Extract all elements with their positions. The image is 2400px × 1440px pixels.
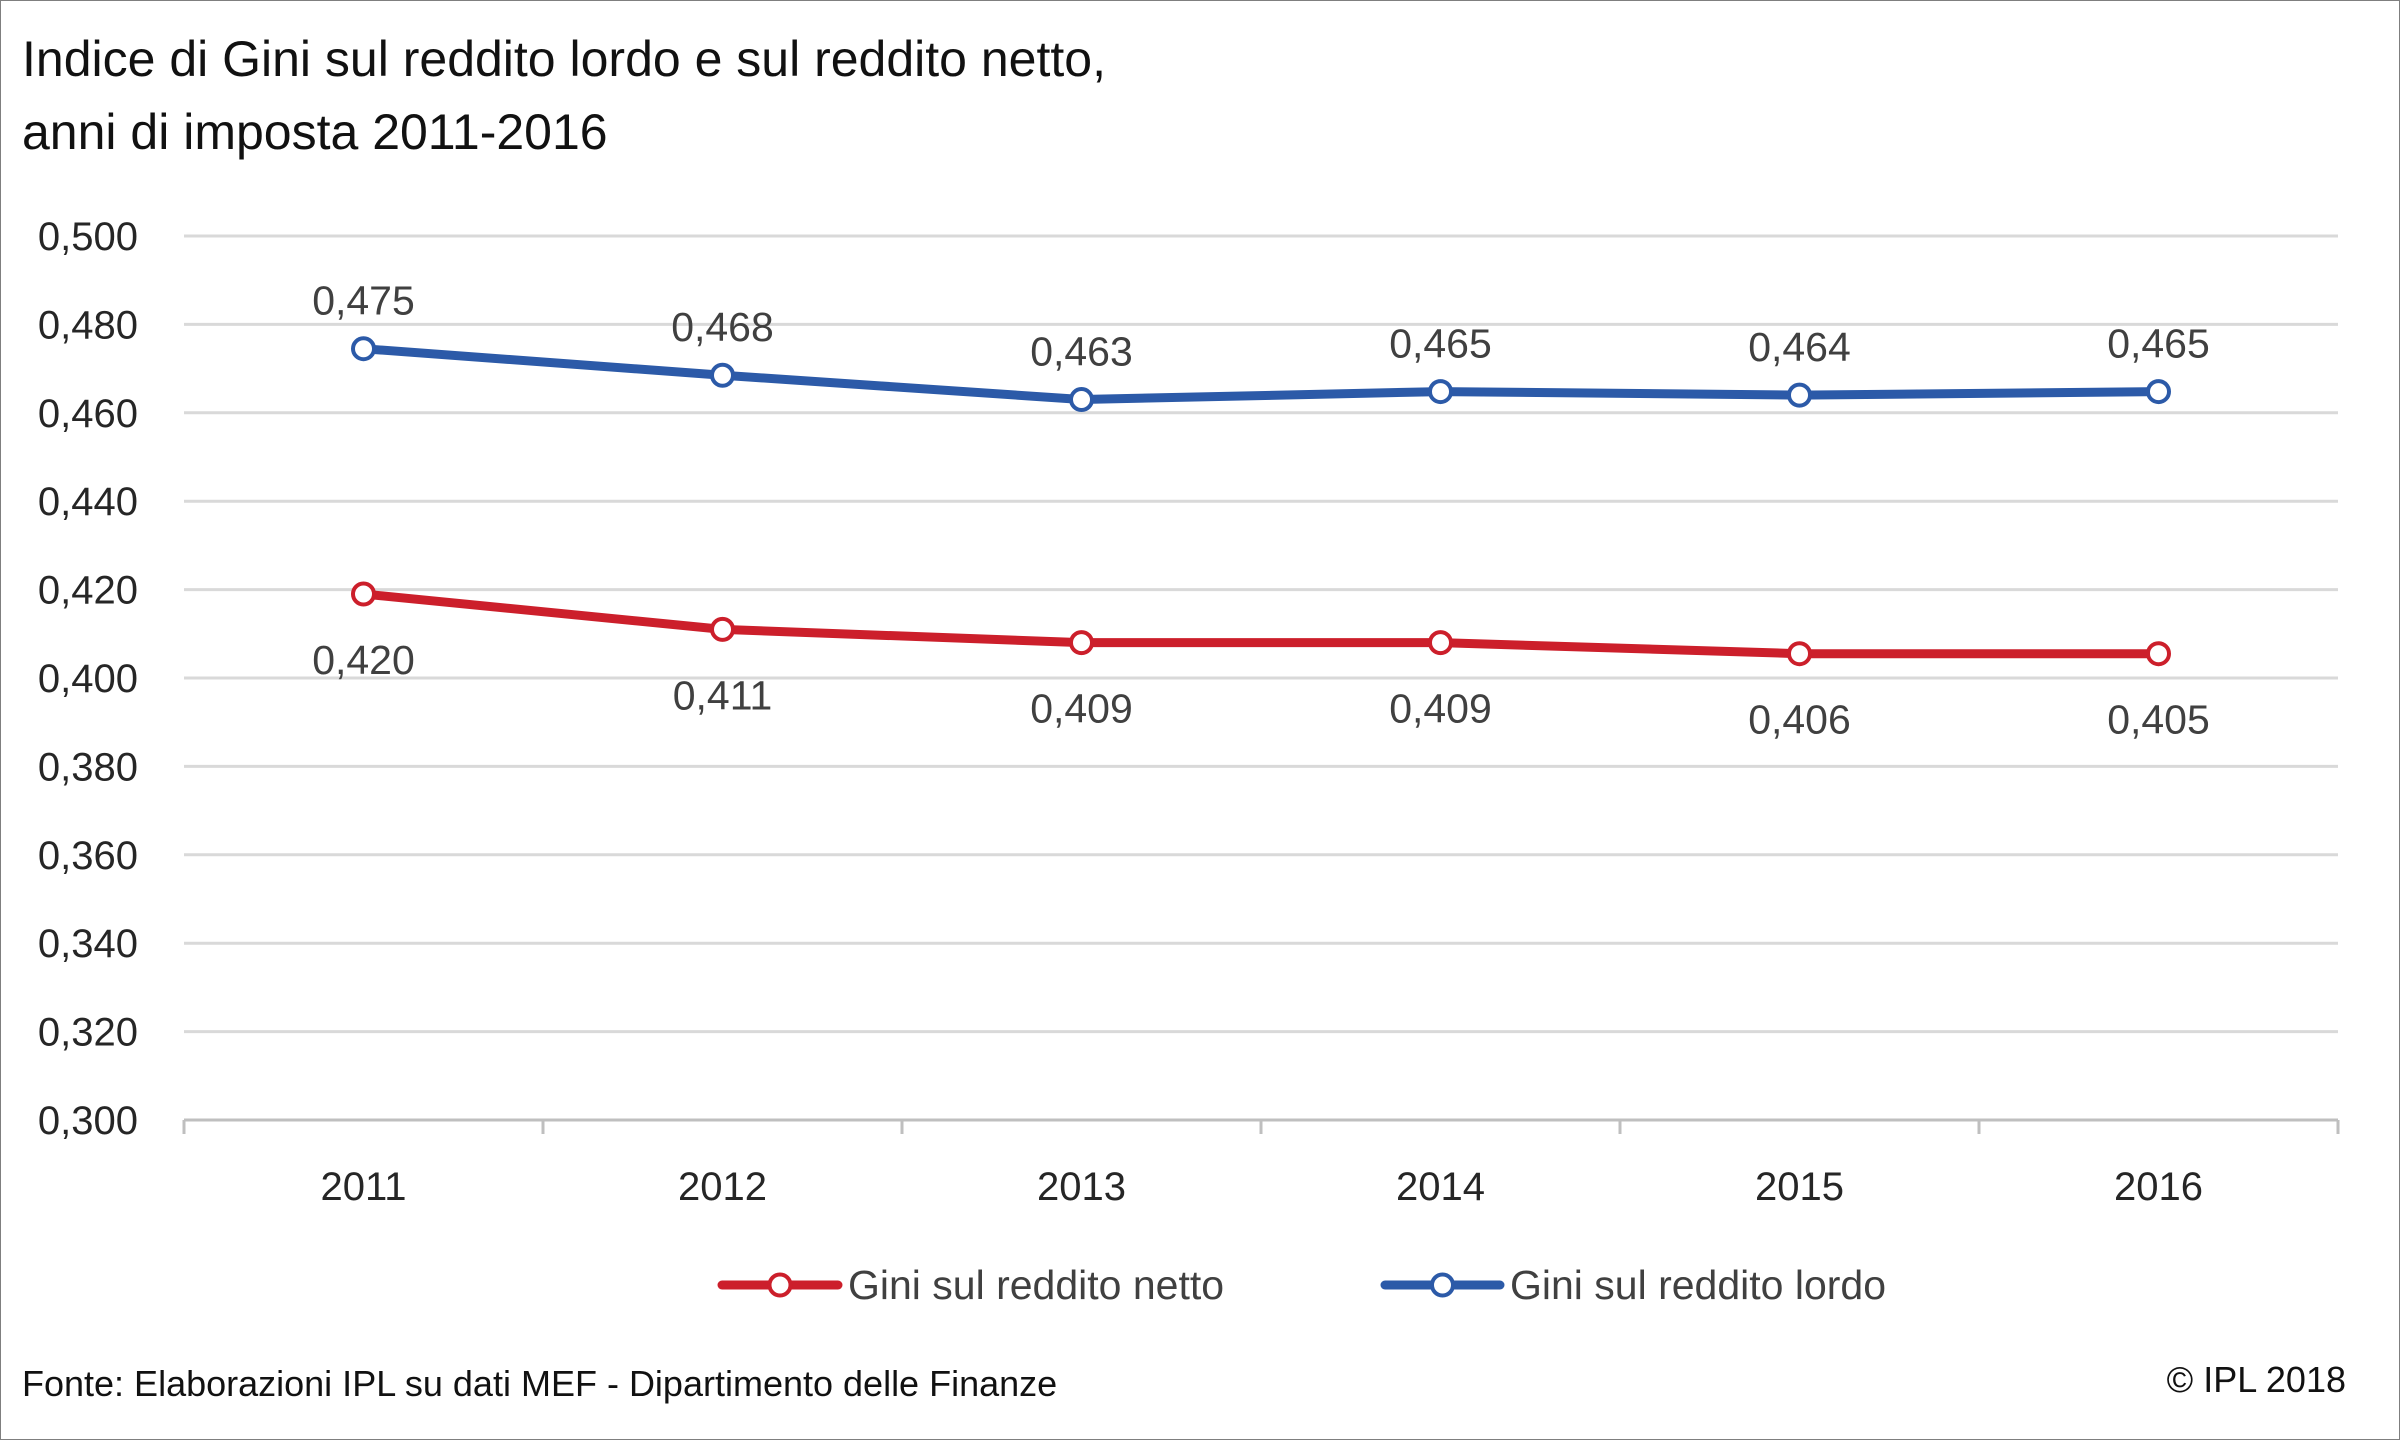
chart-title-line-1: Indice di Gini sul reddito lordo e sul r… [22, 31, 1106, 87]
data-point [351, 581, 376, 607]
data-label: 0,475 [312, 278, 415, 324]
y-tick-label: 0,300 [38, 1099, 138, 1143]
data-point [1069, 630, 1094, 656]
legend-swatch-marker [767, 1272, 793, 1298]
source-note: Fonte: Elaborazioni IPL su dati MEF - Di… [22, 1363, 1057, 1404]
data-point [1428, 630, 1453, 656]
data-label: 0,465 [2107, 321, 2210, 367]
chart-title-line-2: anni di imposta 2011-2016 [22, 104, 608, 160]
y-tick-label: 0,440 [38, 480, 138, 524]
y-axis: 0,300 0,320 0,340 0,360 0,380 0,400 0,420 0,440… [38, 215, 138, 1143]
y-tick-label: 0,320 [38, 1011, 138, 1055]
y-tick-label: 0,380 [38, 745, 138, 789]
data-label: 0,409 [1030, 686, 1133, 732]
y-tick-label: 0,480 [38, 303, 138, 347]
series-netto: 0,420 0,411 0,409 0,409 0,406 0,405 [312, 581, 2210, 743]
data-point [1787, 641, 1812, 667]
data-point [710, 362, 735, 388]
data-label: 0,406 [1748, 697, 1851, 743]
data-label: 0,464 [1748, 324, 1851, 370]
data-label: 0,468 [671, 304, 774, 350]
y-tick-label: 0,420 [38, 569, 138, 613]
legend: Gini sul reddito netto Gini sul reddito l… [717, 1262, 1886, 1308]
x-tick-label: 2016 [2114, 1165, 2203, 1209]
series-line [359, 344, 2163, 405]
copyright-note: © IPL 2018 [2167, 1359, 2346, 1400]
series-line [359, 589, 2163, 659]
x-axis: 2011 2012 2013 2014 2015 2016 [182, 1118, 2340, 1209]
data-point [710, 616, 735, 642]
data-label: 0,405 [2107, 697, 2210, 743]
series-lordo: 0,475 0,468 0,463 0,465 0,464 0,465 [312, 278, 2210, 413]
x-tick-label: 2014 [1396, 1165, 1485, 1209]
legend-item: Gini sul reddito lordo [1380, 1262, 1886, 1308]
legend-item: Gini sul reddito netto [717, 1262, 1224, 1308]
x-tick-label: 2012 [678, 1165, 767, 1209]
y-tick-label: 0,460 [38, 392, 138, 436]
y-tick-label: 0,400 [38, 657, 138, 701]
legend-label: Gini sul reddito lordo [1510, 1262, 1886, 1308]
y-tick-label: 0,340 [38, 922, 138, 966]
data-label: 0,411 [673, 672, 773, 718]
data-point [1787, 382, 1812, 408]
gridlines [184, 234, 2338, 1034]
data-point [1069, 387, 1094, 413]
y-tick-label: 0,500 [38, 215, 138, 259]
x-tick-label: 2015 [1755, 1165, 1844, 1209]
data-label: 0,465 [1389, 321, 1492, 367]
y-tick-label: 0,360 [38, 834, 138, 878]
data-point [1428, 379, 1453, 405]
legend-swatch-marker [1430, 1272, 1455, 1298]
data-label: 0,420 [312, 637, 415, 683]
data-point [2146, 641, 2171, 667]
x-tick-label: 2013 [1037, 1165, 1126, 1209]
data-point [351, 336, 376, 362]
legend-label: Gini sul reddito netto [848, 1262, 1224, 1308]
data-label: 0,463 [1030, 329, 1133, 375]
x-tick-label: 2011 [320, 1165, 406, 1209]
series-group: 0,420 0,411 0,409 0,409 0,406 0,405 0,475 0,468… [312, 278, 2210, 743]
data-label: 0,409 [1389, 686, 1492, 732]
data-point [2146, 379, 2171, 405]
